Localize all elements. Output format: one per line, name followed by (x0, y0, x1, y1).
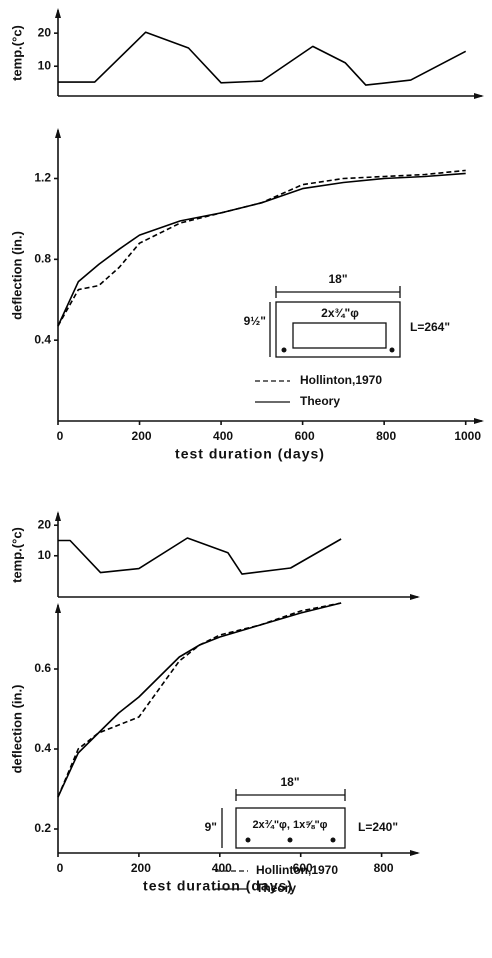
y-tick-label: 20 (38, 517, 52, 531)
legend: Hollinton,1970 Theory (215, 863, 338, 895)
depth-label: 9" (205, 820, 217, 834)
axis-arrow (474, 418, 484, 424)
rebar (281, 347, 287, 353)
section-box (275, 301, 401, 358)
x-tick-label: 200 (132, 429, 152, 443)
rebar (245, 837, 251, 843)
width-label: 18" (280, 775, 299, 789)
depth-label: 9½" (244, 314, 266, 328)
y-tick-label: 10 (38, 58, 52, 72)
y-tick-label: 20 (38, 25, 52, 39)
x-tick-label: 0 (57, 429, 64, 443)
data-line (57, 169, 466, 327)
y-axis-title: temp.(°c) (9, 527, 24, 583)
rebar (287, 837, 293, 843)
x-tick-label: 1000 (454, 429, 481, 443)
legend-label: Hollinton,1970 (256, 863, 338, 877)
y-tick-label: 1.2 (34, 171, 51, 185)
legend-label: Theory (256, 881, 296, 895)
span-label: L=264" (410, 320, 450, 334)
x-tick-label: 200 (131, 861, 151, 875)
legend: Hollinton,1970 Theory (255, 373, 382, 408)
x-axis-title: test duration (days) (143, 878, 293, 894)
x-tick-label: 600 (293, 861, 313, 875)
section-inset: 18" 9" 2x¾"φ, 1x⅝"φ L=240" (205, 775, 398, 849)
bars-label: 2x¾"φ (321, 306, 359, 320)
bars-label: 2x¾"φ, 1x⅝"φ (252, 819, 327, 831)
y-tick-label: 0.2 (34, 821, 51, 835)
legend-label: Theory (300, 394, 340, 408)
axis-arrow (55, 511, 61, 521)
rebar (389, 347, 395, 353)
section-box (235, 807, 346, 849)
data-line (57, 602, 342, 798)
data-line (58, 537, 342, 575)
y-tick-label: 0.4 (34, 332, 51, 346)
y-axis-title: deflection (in.) (9, 685, 24, 774)
axis-arrow (55, 128, 61, 138)
axis-arrow (55, 603, 61, 613)
y-tick-label: 10 (38, 548, 52, 562)
width-label: 18" (328, 272, 347, 286)
x-tick-label: 600 (295, 429, 315, 443)
axis-arrow (410, 594, 420, 600)
y-axis-title: deflection (in.) (9, 231, 24, 320)
data-line (58, 31, 467, 86)
x-axis-title: test duration (days) (175, 446, 325, 462)
section-inset: 18" 9½" 2x¾"φ L=264" (244, 272, 450, 358)
axis-arrow (55, 8, 61, 18)
rebar (330, 837, 336, 843)
y-tick-label: 0.6 (34, 661, 51, 675)
axis-arrow (410, 850, 420, 856)
x-tick-label: 800 (376, 429, 396, 443)
x-tick-label: 0 (57, 861, 64, 875)
data-line (57, 172, 466, 327)
data-line (57, 602, 342, 798)
x-tick-label: 800 (374, 861, 394, 875)
legend-label: Hollinton,1970 (300, 373, 382, 387)
y-tick-label: 0.4 (34, 741, 51, 755)
y-axis-title: temp.(°c) (9, 25, 24, 81)
axis-arrow (474, 93, 484, 99)
section-void (292, 322, 387, 349)
x-tick-label: 400 (212, 861, 232, 875)
y-tick-label: 0.8 (34, 252, 51, 266)
x-tick-label: 400 (213, 429, 233, 443)
span-label: L=240" (358, 820, 398, 834)
